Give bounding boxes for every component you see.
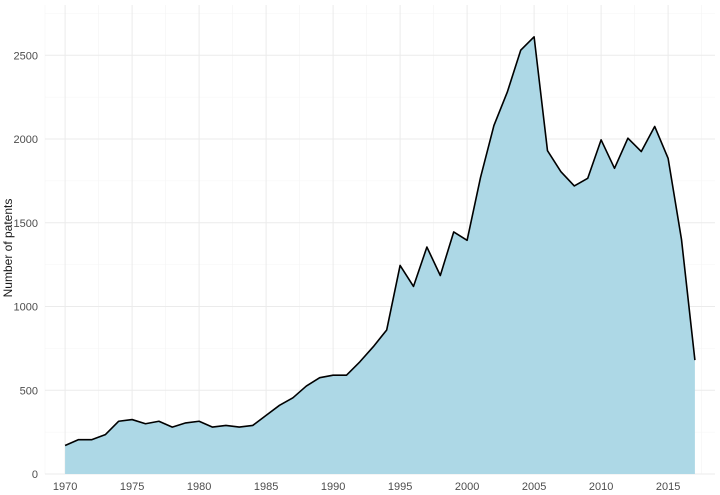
x-tick-label: 1980 xyxy=(187,481,211,493)
x-tick-label: 2010 xyxy=(589,481,613,493)
y-tick-label: 2500 xyxy=(14,50,38,62)
series-line xyxy=(64,36,696,447)
x-tick-label: 2005 xyxy=(522,481,546,493)
y-axis-tick-labels: 0 500 1000 1500 2000 2500 xyxy=(14,50,38,481)
x-tick-label: 1970 xyxy=(53,481,77,493)
y-tick-label: 0 xyxy=(32,469,38,481)
area-fill xyxy=(65,36,695,474)
x-tick-label: 1990 xyxy=(321,481,345,493)
y-tick-label: 1500 xyxy=(14,218,38,230)
x-tick-label: 1985 xyxy=(254,481,278,493)
x-tick-label: 1975 xyxy=(120,481,144,493)
y-tick-label: 2000 xyxy=(14,134,38,146)
x-axis-tick-labels: 1970 1975 1980 1985 1990 1995 2000 2005 2010 2015 xyxy=(53,481,680,493)
x-tick-label: 2015 xyxy=(656,481,680,493)
y-tick-label: 500 xyxy=(20,385,38,397)
y-tick-label: 1000 xyxy=(14,302,38,314)
x-tick-label: 1995 xyxy=(388,481,412,493)
y-axis-title: Number of patents xyxy=(1,199,15,298)
x-tick-label: 2000 xyxy=(455,481,479,493)
